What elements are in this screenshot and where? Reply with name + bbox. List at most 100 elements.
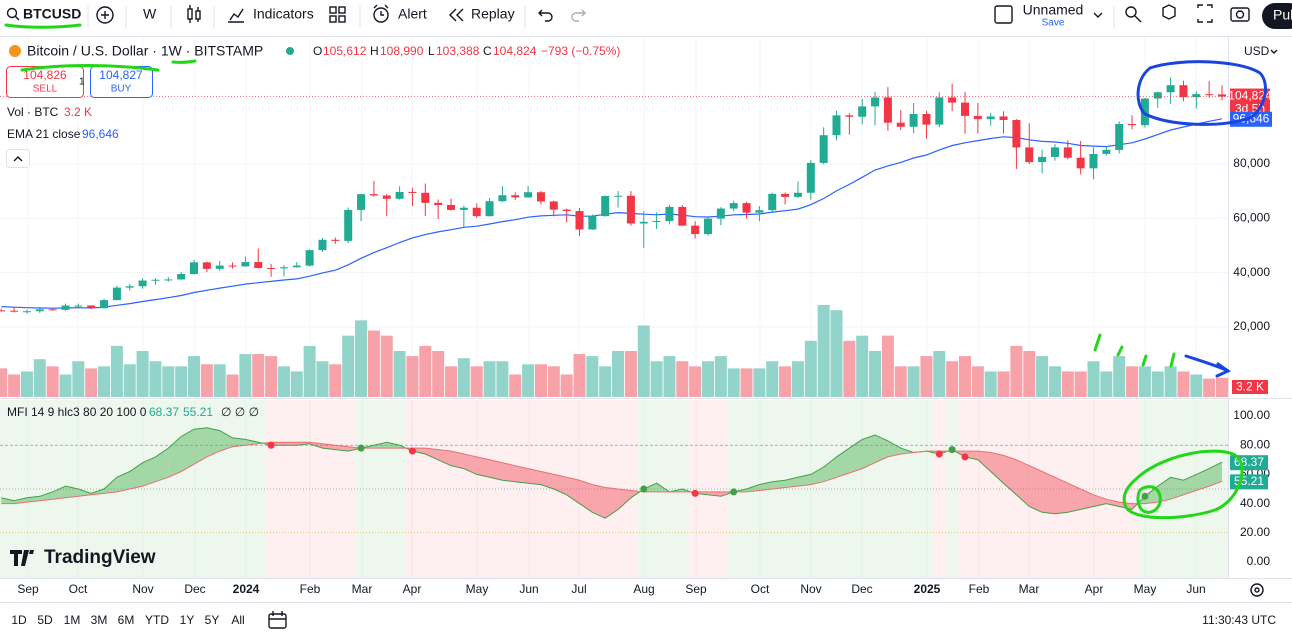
volume-bar	[33, 359, 46, 397]
volume-bar	[239, 354, 252, 397]
volume-bar	[714, 356, 727, 397]
volume-bar	[1216, 377, 1228, 397]
range-button[interactable]: 5D	[37, 613, 53, 627]
grid-icon	[329, 6, 337, 14]
volume-bar	[1087, 361, 1100, 397]
alert-button[interactable]: Alert	[373, 4, 427, 23]
mfi-fill	[451, 451, 464, 469]
candle-body	[562, 209, 571, 211]
collapse-legend[interactable]	[6, 149, 30, 168]
mfi-fill	[887, 440, 901, 457]
save-label[interactable]: Save	[1042, 18, 1065, 29]
compare-button[interactable]	[96, 6, 114, 24]
time-tick-label: Aug	[633, 582, 654, 596]
mfi-fill	[618, 489, 631, 510]
mfi-fill	[1067, 483, 1081, 513]
search-icon	[1125, 6, 1137, 18]
volume-bar	[946, 361, 959, 397]
volume-bar	[522, 364, 535, 397]
indicators-button[interactable]: Indicators	[228, 6, 314, 23]
settings-button[interactable]	[1162, 4, 1176, 20]
candle-body	[768, 193, 777, 211]
mfi-background	[226, 400, 239, 578]
date-range-button[interactable]	[268, 611, 287, 629]
price-tick-label: 40,000	[1233, 265, 1270, 279]
fullscreen-button[interactable]	[1197, 4, 1213, 23]
symbol-title: Bitcoin / U.S. Dollar · 1W · BITSTAMP	[27, 43, 263, 59]
range-button[interactable]: 1M	[64, 613, 81, 627]
candle-body	[1153, 92, 1162, 99]
volume-legend-value: 3.2 K	[64, 105, 92, 119]
market-status	[286, 47, 294, 55]
calendar-icon	[269, 611, 286, 620]
volume-bar	[1126, 366, 1139, 397]
layout-name[interactable]: Unnamed	[1023, 2, 1084, 18]
candle-body	[524, 192, 533, 198]
volume-bar	[200, 364, 213, 397]
symbol-search[interactable]: BTCUSD	[6, 6, 82, 22]
time-tick-label: Jun	[519, 582, 538, 596]
mfi-tick-label: 80.00	[1240, 437, 1270, 451]
mfi-fill	[1196, 468, 1210, 491]
toolbar	[0, 0, 1292, 36]
layout-menu[interactable]	[1093, 12, 1103, 18]
ohlc-value: 103,388	[436, 44, 480, 58]
range-button[interactable]: 1Y	[180, 613, 195, 627]
layout-checkbox[interactable]	[994, 5, 1013, 24]
candle-body	[832, 115, 841, 136]
volume-bar	[406, 356, 419, 397]
mfi-fill	[1209, 462, 1222, 487]
publish-button[interactable]	[1262, 3, 1292, 29]
interval[interactable]: W	[143, 6, 157, 22]
range-button[interactable]: 5Y	[205, 613, 220, 627]
range-button[interactable]: YTD	[145, 613, 169, 627]
mfi-legend: MFI 14 9 hlc3 80 20 100 0	[7, 405, 147, 419]
time-tick-label: Jul	[571, 582, 586, 596]
candle-body	[382, 195, 391, 199]
mfi-fill	[104, 477, 117, 494]
layouts-button[interactable]	[329, 6, 346, 23]
snapshot-button[interactable]	[1230, 7, 1250, 22]
mfi-fill	[476, 456, 490, 478]
axis-settings[interactable]	[1250, 583, 1264, 597]
search-icon	[15, 16, 20, 21]
candle-body	[1012, 119, 1021, 148]
quick-search-button[interactable]	[1125, 6, 1142, 23]
mfi-background	[174, 400, 188, 578]
candle-body	[1218, 94, 1226, 97]
range-button[interactable]: 3M	[91, 613, 108, 627]
mfi-fill	[52, 486, 66, 500]
mfi-background	[688, 400, 702, 578]
quantity[interactable]: 1	[79, 77, 85, 88]
range-button[interactable]: 1D	[11, 613, 27, 627]
volume-bar	[933, 351, 946, 397]
redo-button[interactable]	[571, 9, 586, 22]
candle-body	[0, 310, 6, 312]
candle-body	[614, 195, 623, 197]
chart-type-button[interactable]	[187, 5, 201, 23]
candle-body	[652, 221, 661, 223]
undo-button[interactable]	[538, 9, 553, 22]
replay-button[interactable]: Replay	[449, 6, 515, 22]
range-button[interactable]: 6M	[118, 613, 135, 627]
volume-legend: Vol · BTC	[7, 105, 59, 119]
mfi-background	[791, 400, 805, 578]
candle-body	[999, 116, 1008, 120]
chevron-icon	[13, 156, 23, 162]
candle-body	[935, 97, 944, 125]
mfi-background	[1009, 400, 1023, 578]
candle-body	[948, 97, 957, 103]
volume-bar	[1036, 356, 1049, 397]
candle-body	[716, 208, 725, 219]
volume-value-label: 3.2 K	[1236, 380, 1264, 394]
mfi-background	[1035, 400, 1049, 578]
currency-menu[interactable]	[1270, 49, 1278, 54]
range-button[interactable]: All	[231, 613, 244, 627]
mfi-fill	[181, 429, 194, 472]
buy-button[interactable]: 104,827 BUY	[90, 66, 153, 98]
currency[interactable]: USD	[1244, 44, 1270, 58]
sell-button[interactable]: 104,826 SELL	[6, 66, 84, 98]
mfi-background	[418, 400, 432, 578]
candle-body	[434, 202, 443, 206]
mfi-background	[1189, 400, 1203, 578]
